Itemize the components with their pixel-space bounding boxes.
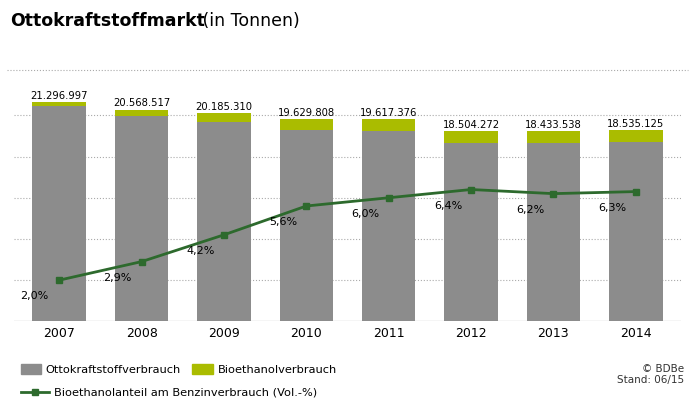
Bar [33, 102, 86, 106]
Bar [197, 113, 251, 122]
Text: 19.617.376: 19.617.376 [360, 108, 418, 118]
Text: (in Tonnen): (in Tonnen) [197, 12, 300, 30]
Text: 6,4%: 6,4% [434, 201, 462, 211]
Text: 5,6%: 5,6% [269, 218, 297, 227]
Text: 6,3%: 6,3% [598, 203, 627, 213]
Legend: Ottokraftstoffverbrauch, Bioethanolverbrauch: Ottokraftstoffverbrauch, Bioethanolverbr… [16, 360, 341, 379]
Text: 20.185.310: 20.185.310 [195, 102, 252, 112]
Bar [444, 143, 498, 321]
Legend: Bioethanolanteil am Benzinverbrauch (Vol.-%): Bioethanolanteil am Benzinverbrauch (Vol… [16, 383, 321, 402]
Bar [33, 106, 86, 321]
Text: 6,0%: 6,0% [352, 209, 379, 219]
Text: 21.296.997: 21.296.997 [31, 91, 88, 101]
Text: 4,2%: 4,2% [187, 246, 215, 256]
Bar [279, 131, 333, 321]
Bar [197, 122, 251, 321]
Text: 19.629.808: 19.629.808 [278, 108, 335, 118]
Bar [609, 143, 662, 321]
Bar [609, 131, 662, 143]
Bar [444, 131, 498, 143]
Text: 6,2%: 6,2% [516, 205, 544, 215]
Bar [362, 119, 416, 131]
Text: 2,0%: 2,0% [20, 292, 49, 302]
Text: 20.568.517: 20.568.517 [113, 98, 170, 108]
Text: 2,9%: 2,9% [103, 273, 131, 283]
Text: 18.504.272: 18.504.272 [443, 119, 500, 129]
Text: 18.433.538: 18.433.538 [525, 120, 582, 130]
Bar [279, 119, 333, 131]
Text: Ottokraftstoffmarkt: Ottokraftstoffmarkt [10, 12, 205, 30]
Text: 18.535.125: 18.535.125 [607, 119, 664, 129]
Bar [115, 110, 168, 116]
Bar [115, 116, 168, 321]
Text: © BDBe
Stand: 06/15: © BDBe Stand: 06/15 [617, 364, 685, 385]
Bar [527, 143, 580, 321]
Bar [362, 131, 416, 321]
Bar [527, 131, 580, 143]
